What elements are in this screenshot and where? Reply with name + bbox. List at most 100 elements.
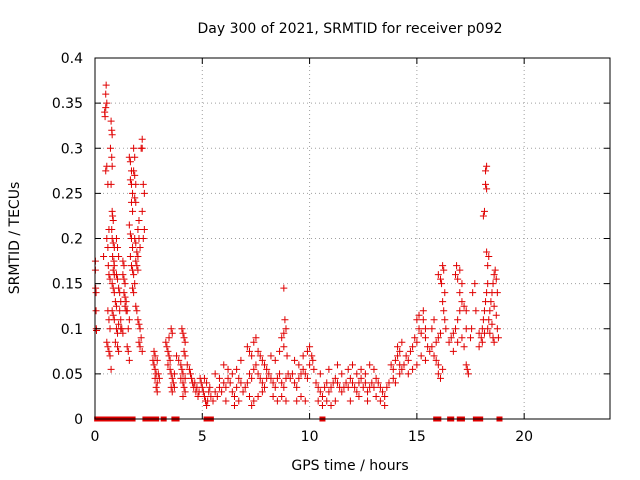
data-point bbox=[107, 180, 115, 188]
data-point bbox=[439, 262, 447, 270]
data-point bbox=[135, 338, 143, 346]
y-tick-label: 0.3 bbox=[61, 141, 83, 157]
data-point bbox=[372, 392, 380, 400]
data-point bbox=[323, 379, 331, 387]
data-point bbox=[368, 379, 376, 387]
data-point bbox=[396, 370, 404, 378]
data-point bbox=[438, 280, 446, 288]
data-point bbox=[280, 343, 288, 351]
data-point bbox=[441, 289, 449, 297]
data-point bbox=[490, 338, 498, 346]
data-point bbox=[351, 383, 359, 391]
data-point bbox=[233, 383, 241, 391]
data-point bbox=[165, 352, 173, 360]
data-point bbox=[456, 307, 464, 315]
data-point bbox=[389, 365, 397, 373]
data-point bbox=[413, 361, 421, 369]
data-point bbox=[483, 248, 491, 256]
data-point bbox=[115, 347, 123, 355]
data-point bbox=[179, 370, 187, 378]
data-point bbox=[254, 370, 262, 378]
data-point bbox=[237, 379, 245, 387]
data-point bbox=[110, 316, 118, 324]
data-point bbox=[293, 383, 301, 391]
data-point bbox=[109, 239, 117, 247]
data-point bbox=[488, 320, 496, 328]
data-point bbox=[248, 401, 256, 409]
data-point bbox=[246, 347, 253, 355]
data-point bbox=[271, 383, 279, 391]
data-point bbox=[280, 329, 288, 337]
data-point bbox=[153, 356, 161, 364]
data-point bbox=[293, 397, 301, 405]
data-point bbox=[426, 347, 434, 355]
data-point bbox=[376, 397, 384, 405]
data-point bbox=[181, 374, 189, 382]
data-point bbox=[126, 176, 134, 184]
data-point bbox=[203, 401, 211, 409]
data-point bbox=[366, 361, 374, 369]
data-point bbox=[389, 374, 397, 382]
data-point bbox=[472, 307, 480, 315]
data-point bbox=[121, 302, 129, 310]
data-point bbox=[385, 379, 393, 387]
data-point bbox=[112, 302, 120, 310]
data-point bbox=[449, 347, 457, 355]
data-point bbox=[258, 379, 266, 387]
data-point bbox=[134, 316, 142, 324]
data-point bbox=[361, 379, 369, 387]
x-tick-label: 15 bbox=[408, 429, 426, 445]
data-point bbox=[267, 374, 275, 382]
data-point bbox=[203, 379, 211, 387]
data-point bbox=[102, 81, 110, 89]
data-point bbox=[151, 365, 159, 373]
data-point bbox=[387, 361, 395, 369]
y-tick-label: 0 bbox=[74, 412, 83, 428]
data-point bbox=[357, 374, 365, 382]
data-point bbox=[276, 370, 284, 378]
data-point bbox=[452, 271, 459, 279]
data-point bbox=[478, 338, 486, 346]
data-point bbox=[181, 338, 189, 346]
data-point bbox=[256, 374, 264, 382]
data-point bbox=[112, 235, 120, 242]
data-point bbox=[288, 370, 296, 378]
data-point bbox=[372, 374, 380, 382]
data-point bbox=[333, 379, 341, 387]
data-point bbox=[179, 329, 187, 337]
data-point bbox=[381, 401, 389, 409]
data-point bbox=[111, 338, 119, 346]
data-point bbox=[413, 338, 421, 346]
data-point bbox=[409, 365, 417, 373]
data-point bbox=[278, 392, 286, 400]
data-point bbox=[281, 316, 289, 324]
data-point bbox=[398, 338, 406, 346]
data-point bbox=[411, 334, 419, 342]
data-point bbox=[133, 307, 141, 315]
data-point bbox=[185, 365, 193, 373]
data-point bbox=[346, 374, 354, 382]
data-point bbox=[108, 280, 116, 288]
data-point bbox=[434, 334, 442, 342]
data-point bbox=[291, 356, 299, 364]
data-point bbox=[138, 347, 146, 355]
data-point bbox=[165, 334, 173, 342]
data-point bbox=[109, 216, 117, 224]
data-point bbox=[269, 392, 277, 400]
data-point bbox=[327, 383, 335, 391]
data-point bbox=[486, 329, 494, 337]
data-point bbox=[485, 253, 493, 261]
data-point bbox=[155, 374, 163, 382]
data-point bbox=[291, 379, 299, 387]
data-point bbox=[166, 365, 174, 373]
data-point bbox=[421, 334, 429, 342]
data-point bbox=[477, 334, 485, 342]
data-point bbox=[243, 343, 251, 351]
grid bbox=[95, 58, 610, 419]
data-point bbox=[479, 212, 487, 220]
data-point bbox=[119, 329, 127, 337]
data-point bbox=[136, 325, 144, 333]
data-point bbox=[493, 325, 501, 333]
data-point bbox=[295, 361, 303, 369]
data-point bbox=[344, 365, 352, 373]
